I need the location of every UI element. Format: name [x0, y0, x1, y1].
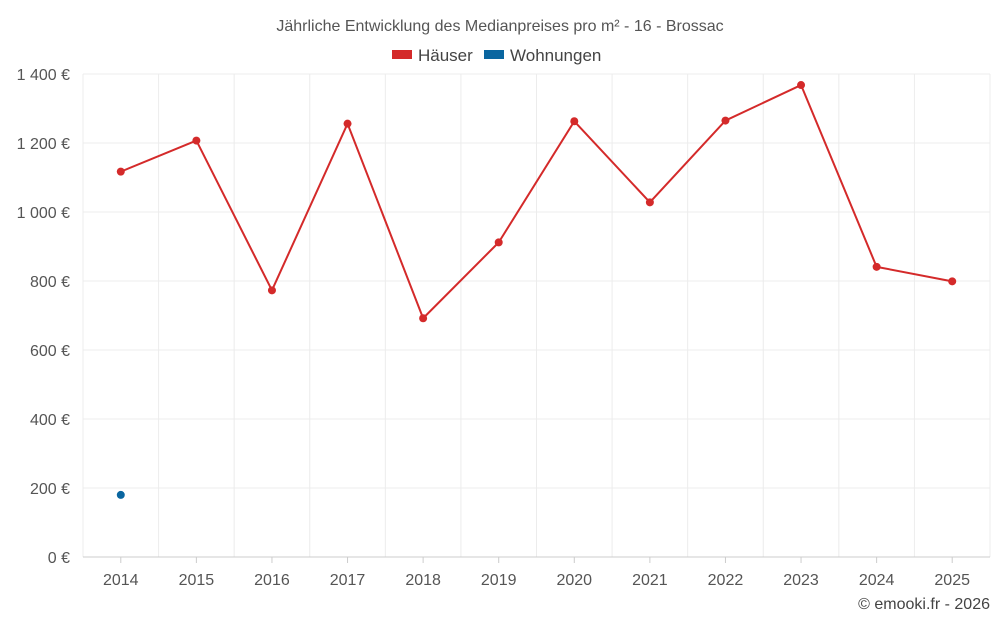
series-line-haeuser — [120, 84, 953, 320]
legend-label-haeuser: Häuser — [418, 46, 473, 65]
credit-text: © emooki.fr - 2026 — [858, 596, 990, 613]
y-tick-label: 400 € — [30, 412, 70, 429]
data-point-haeuser[interactable] — [343, 119, 352, 128]
legend-swatch-haeuser — [392, 50, 412, 59]
legend-item-haeuser[interactable]: Häuser — [392, 46, 473, 65]
data-point-haeuser[interactable] — [872, 262, 881, 271]
legend: Häuser Wohnungen — [392, 46, 601, 65]
data-point-haeuser[interactable] — [267, 286, 276, 295]
x-tick-label: 2017 — [330, 572, 366, 589]
y-tick-label: 1 400 € — [17, 67, 70, 84]
data-point-haeuser[interactable] — [570, 117, 579, 126]
data-point-haeuser[interactable] — [116, 167, 125, 176]
x-tick-label: 2022 — [708, 572, 744, 589]
legend-label-wohnungen: Wohnungen — [510, 46, 601, 65]
x-tick-label: 2015 — [179, 572, 215, 589]
data-point-haeuser[interactable] — [419, 314, 428, 323]
legend-swatch-wohnungen — [484, 50, 504, 59]
y-tick-label: 1 000 € — [17, 205, 70, 222]
x-tick-label: 2023 — [783, 572, 819, 589]
x-tick-label: 2020 — [556, 572, 592, 589]
legend-item-wohnungen[interactable]: Wohnungen — [484, 46, 601, 65]
data-point-haeuser[interactable] — [192, 136, 201, 145]
x-axis: 2014 2015 2016 2017 2018 2019 2020 2021 2022 2023… — [83, 556, 990, 589]
x-tick-label: 2024 — [859, 572, 895, 589]
data-point-wohnungen[interactable] — [116, 490, 125, 499]
x-tick-label: 2019 — [481, 572, 517, 589]
y-tick-label: 0 € — [48, 550, 70, 567]
y-tick-label: 200 € — [30, 481, 70, 498]
x-tick-label: 2018 — [405, 572, 441, 589]
series — [116, 81, 957, 499]
data-point-haeuser[interactable] — [645, 198, 654, 207]
data-point-haeuser[interactable] — [797, 81, 806, 90]
grid — [82, 73, 991, 558]
x-tick-label: 2016 — [254, 572, 290, 589]
data-point-haeuser[interactable] — [721, 116, 730, 125]
x-tick-label: 2014 — [103, 572, 139, 589]
chart-title: Jährliche Entwicklung des Medianpreises … — [276, 18, 723, 35]
y-tick-label: 800 € — [30, 274, 70, 291]
data-point-haeuser[interactable] — [494, 238, 503, 247]
x-tick-label: 2021 — [632, 572, 668, 589]
x-tick-label: 2025 — [934, 572, 970, 589]
y-tick-label: 1 200 € — [17, 136, 70, 153]
y-axis: 0 € 200 € 400 € 600 € 800 € 1 000 € 1 200 € 1 4… — [17, 67, 70, 567]
data-point-haeuser[interactable] — [948, 277, 957, 286]
y-tick-label: 600 € — [30, 343, 70, 360]
